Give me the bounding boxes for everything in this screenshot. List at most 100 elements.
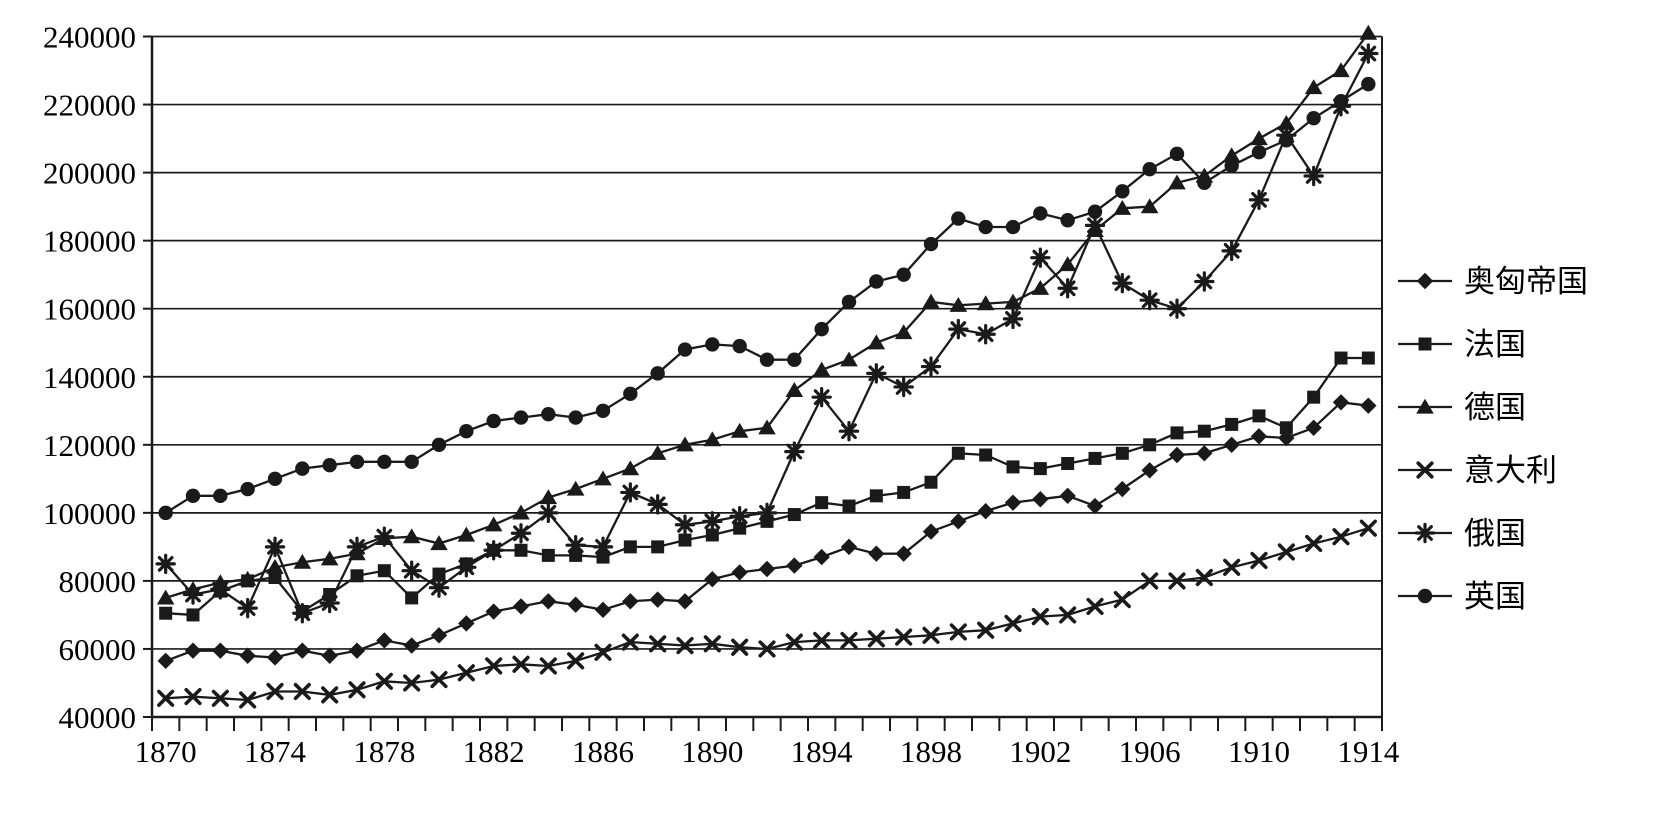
y-axis-label: 80000 (59, 564, 137, 599)
x-marker (567, 652, 585, 670)
x-marker (1168, 572, 1186, 590)
asterisk-marker (538, 502, 559, 524)
circle-marker (814, 321, 829, 337)
triangle-marker (703, 431, 722, 447)
y-axis-label: 200000 (43, 156, 136, 191)
triangle-marker (894, 324, 913, 340)
x-marker (1416, 461, 1434, 479)
square-marker (869, 489, 883, 503)
diamond-marker (1196, 445, 1213, 462)
square-marker (705, 528, 719, 542)
asterisk-marker (1303, 165, 1324, 187)
triangle-marker (976, 295, 995, 311)
triangle-marker (1222, 147, 1241, 163)
triangle-marker (1140, 198, 1159, 214)
square-marker (678, 533, 692, 547)
x-marker (1277, 543, 1295, 561)
diamond-marker (266, 649, 284, 666)
circle-marker (1417, 588, 1433, 604)
legend-item-france: 法国 (1398, 327, 1526, 362)
circle-marker (1005, 219, 1021, 235)
legend-item-italy: 意大利 (1398, 453, 1557, 488)
y-axis-label: 220000 (43, 88, 136, 123)
x-marker (211, 689, 229, 707)
asterisk-marker (565, 534, 586, 556)
asterisk-marker (620, 482, 641, 503)
square-marker (1143, 438, 1157, 452)
legend-label-austria-hungary: 奥匈帝国 (1464, 264, 1588, 299)
circle-marker (541, 406, 556, 422)
x-axis-label: 1878 (353, 734, 415, 769)
triangle-marker (1250, 130, 1268, 146)
triangle-marker (867, 334, 886, 350)
asterisk-marker (784, 441, 805, 462)
x-marker (1195, 568, 1213, 587)
circle-marker (459, 423, 474, 439)
y-axis-label: 240000 (43, 20, 136, 55)
square-marker (268, 570, 282, 584)
asterisk-marker (948, 318, 969, 340)
diamond-marker (977, 502, 994, 520)
diamond-marker (622, 593, 639, 610)
x-marker (1223, 558, 1241, 576)
asterisk-marker (647, 494, 668, 515)
asterisk-marker (374, 526, 395, 547)
triangle-marker (1359, 24, 1378, 40)
square-marker (186, 608, 200, 622)
diamond-marker (1141, 462, 1158, 479)
triangle-marker (1332, 62, 1350, 78)
triangle-marker (812, 361, 831, 377)
triangle-marker (1168, 174, 1186, 190)
square-marker (623, 540, 637, 554)
circle-marker (185, 488, 201, 504)
diamond-marker (1360, 397, 1377, 414)
diamond-marker (212, 642, 229, 659)
asterisk-marker (1166, 298, 1188, 319)
square-marker (432, 567, 446, 581)
square-marker (1033, 462, 1047, 476)
y-axis-label: 60000 (59, 632, 137, 667)
x-marker (1250, 551, 1268, 570)
square-marker (1307, 390, 1321, 404)
circle-marker (923, 236, 939, 252)
square-marker (1334, 351, 1348, 365)
circle-marker (951, 211, 966, 226)
diamond-marker (567, 596, 584, 613)
y-axis-label: 140000 (43, 360, 136, 395)
diamond-marker (758, 560, 776, 578)
circle-marker (513, 410, 529, 425)
triangle-marker (840, 351, 858, 367)
asterisk-marker (893, 376, 914, 398)
x-marker (485, 657, 503, 675)
series-uk (158, 76, 1376, 521)
asterisk-marker (592, 536, 614, 558)
series-russia (155, 43, 1379, 624)
legend-item-russia: 俄国 (1398, 516, 1526, 551)
triangle-marker (430, 535, 448, 551)
circle-marker (1224, 158, 1239, 173)
circle-marker (732, 338, 747, 354)
triangle-marker (648, 445, 667, 460)
asterisk-marker (319, 592, 340, 614)
x-axis-label: 1882 (463, 734, 525, 769)
circle-marker (677, 342, 693, 357)
x-marker (1305, 534, 1323, 553)
circle-marker (1115, 184, 1130, 199)
square-marker (1170, 426, 1184, 440)
triangle-marker (785, 382, 804, 397)
asterisk-marker (264, 536, 286, 558)
asterisk-marker (401, 560, 422, 581)
y-axis-label: 40000 (59, 700, 137, 735)
asterisk-marker (1112, 272, 1133, 294)
diamond-marker (376, 632, 393, 649)
legend-label-russia: 俄国 (1464, 516, 1526, 551)
diamond-marker (840, 538, 858, 556)
square-marker (1361, 351, 1375, 365)
x-marker (621, 633, 639, 651)
asterisk-marker (510, 523, 532, 544)
triangle-marker (512, 504, 530, 520)
square-marker (1225, 417, 1239, 431)
diamond-marker (184, 642, 202, 659)
